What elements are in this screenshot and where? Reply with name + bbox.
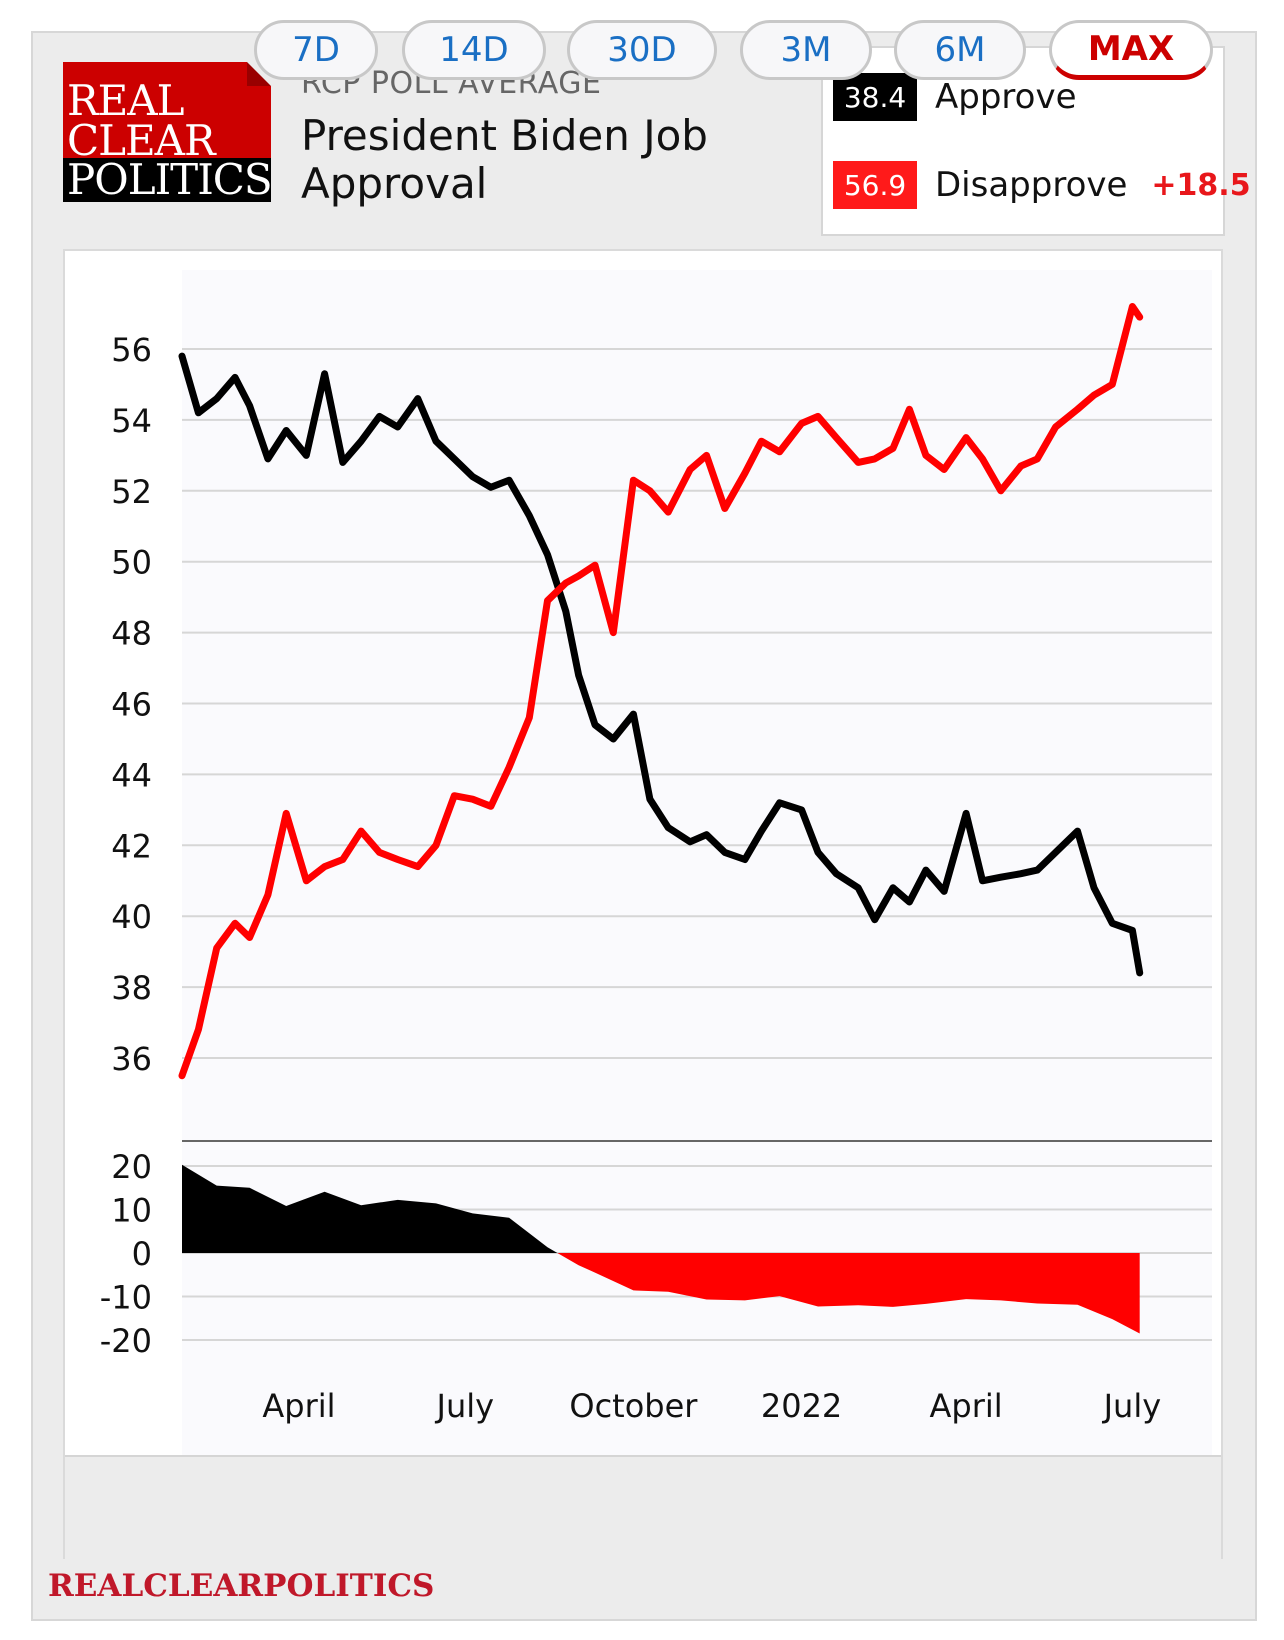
main-gridlines [182,348,1212,1059]
y-tick-50: 50 [111,544,152,582]
rcp-logo: REAL CLEAR POLITICS [63,62,273,202]
chart-title: President Biden Job Approval [301,111,708,208]
series-lines [178,303,1144,1080]
series-line-approve [178,352,1144,977]
y-tick-52: 52 [111,473,152,511]
y-tick-48: 48 [111,615,152,653]
approval-chart: 56 54 52 50 48 46 44 42 40 38 36 20 10 0 -10 -20 April… [99,303,1212,1425]
approve-value-badge: 38.4 [833,73,917,121]
x-tick-4: April [929,1387,1002,1425]
y-tick-40: 40 [111,898,152,936]
spread-y-tick-labels: 20 10 0 -10 -20 [100,1148,152,1360]
x-tick-labels: April July October 2022 April July [262,1387,1161,1425]
spread-y-tick--20: -20 [100,1322,152,1360]
footer-brand: REALCLEARPOLITICS [48,1568,435,1604]
y-tick-44: 44 [111,756,152,794]
y-tick-46: 46 [111,686,152,724]
range-button-3m[interactable]: 3M [740,20,872,80]
x-tick-5: July [1102,1387,1162,1425]
x-tick-1: July [435,1387,495,1425]
y-tick-38: 38 [111,969,152,1007]
logo-line-2: CLEAR [67,116,216,165]
range-button-30d[interactable]: 30D [567,20,717,80]
y-tick-56: 56 [111,331,152,369]
logo-line-3: POLITICS [63,158,273,202]
spread-y-tick--10: -10 [100,1279,152,1317]
range-button-14d[interactable]: 14D [402,20,546,80]
y-tick-42: 42 [111,827,152,865]
spread-y-tick-20: 20 [111,1148,152,1186]
x-tick-2: October [569,1387,698,1425]
range-button-7d[interactable]: 7D [254,20,378,80]
spread-area [182,1164,1140,1334]
range-button-max[interactable]: MAX [1049,20,1213,80]
spread-y-tick-10: 10 [111,1192,152,1230]
spread-area-positive [182,1164,558,1253]
spread-area-negative [557,1253,1140,1334]
spread-y-tick-0: 0 [132,1235,152,1273]
x-tick-3: 2022 [761,1387,842,1425]
approve-label: Approve [935,77,1077,117]
y-tick-54: 54 [111,402,152,440]
range-button-bar [65,1455,1221,1559]
legend-disapprove: 56.9 Disapprove +18.5 [833,160,1251,210]
series-line-disapprove [178,303,1144,1080]
logo-line-1: REAL [67,76,185,125]
disapprove-value-badge: 56.9 [833,161,917,209]
disapprove-label: Disapprove [935,165,1128,205]
range-button-6m[interactable]: 6M [894,20,1026,80]
y-tick-36: 36 [111,1040,152,1078]
main-y-tick-labels: 56 54 52 50 48 46 44 42 40 38 36 [111,331,152,1078]
x-tick-0: April [262,1387,335,1425]
legend-approve: 38.4 Approve [833,72,1077,122]
spread-value: +18.5 [1151,167,1251,203]
